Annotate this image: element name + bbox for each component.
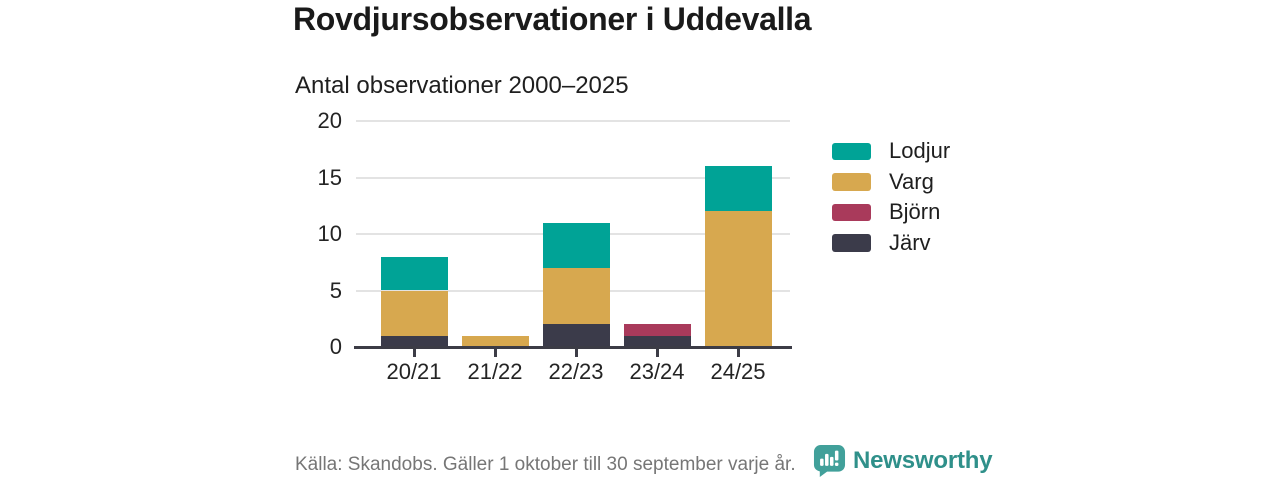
gridline	[356, 120, 790, 122]
x-axis-tick-label: 23/24	[629, 359, 685, 384]
y-axis-tick-label: 15	[317, 164, 342, 190]
source-note: Källa: Skandobs. Gäller 1 oktober till 3…	[295, 454, 796, 475]
newsworthy-brand-link[interactable]: Newsworthy	[813, 444, 993, 478]
bar-segment-24/25-Varg	[704, 211, 772, 347]
x-axis-tick-label: 20/21	[386, 359, 442, 384]
newsworthy-logo-icon	[813, 444, 846, 478]
legend-label: Björn	[889, 199, 941, 225]
chart-subtitle: Antal observationer 2000–2025	[295, 72, 629, 99]
legend-label: Varg	[889, 168, 934, 194]
x-axis-tick	[493, 347, 497, 357]
chart-title: Rovdjursobservationer i Uddevalla	[293, 1, 812, 37]
brand-name: Newsworthy	[853, 447, 993, 474]
y-axis-tick-label: 10	[317, 221, 342, 246]
bar-segment-20/21-Järv	[380, 335, 448, 347]
bar-segment-22/23-Varg	[542, 267, 610, 325]
x-axis-tick-label: 24/25	[710, 359, 766, 384]
legend-label: Järv	[889, 229, 931, 255]
x-axis-line	[354, 346, 792, 349]
bar-segment-22/23-Järv	[542, 324, 610, 347]
plot-area: 0 5 10 15 20 20/21 21/22 22/23 23/24 24/25	[318, 108, 792, 384]
x-axis-tick-label: 21/22	[467, 359, 523, 384]
bar-segment-22/23-Lodjur	[542, 222, 610, 268]
legend-item-Varg: Varg	[832, 167, 950, 198]
bar-segment-21/22-Varg	[461, 335, 529, 347]
legend-swatch	[832, 203, 871, 221]
legend-swatch	[832, 173, 871, 191]
gridline	[356, 176, 790, 179]
y-axis-tick-label: 20	[317, 108, 342, 133]
legend-label: Lodjur	[889, 138, 951, 164]
x-axis-tick	[574, 347, 578, 357]
x-axis-tick	[412, 347, 416, 357]
bar-segment-23/24-Björn	[623, 324, 691, 336]
legend-swatch	[832, 142, 871, 160]
legend-swatch	[832, 234, 871, 252]
legend: Lodjur Varg Björn Järv	[832, 136, 950, 258]
legend-item-Björn: Björn	[832, 197, 950, 228]
bar-segment-24/25-Lodjur	[704, 166, 772, 212]
legend-item-Lodjur: Lodjur	[832, 136, 950, 167]
bar-segment-23/24-Järv	[623, 335, 691, 347]
y-axis-tick-label: 0	[329, 334, 342, 359]
bar-segment-20/21-Varg	[380, 290, 448, 336]
x-axis-tick	[655, 347, 659, 357]
x-axis-tick	[736, 347, 740, 357]
legend-item-Järv: Järv	[832, 228, 950, 259]
x-axis-tick-label: 22/23	[548, 359, 604, 384]
bar-segment-20/21-Lodjur	[380, 256, 448, 291]
y-axis-tick-label: 5	[329, 277, 342, 303]
